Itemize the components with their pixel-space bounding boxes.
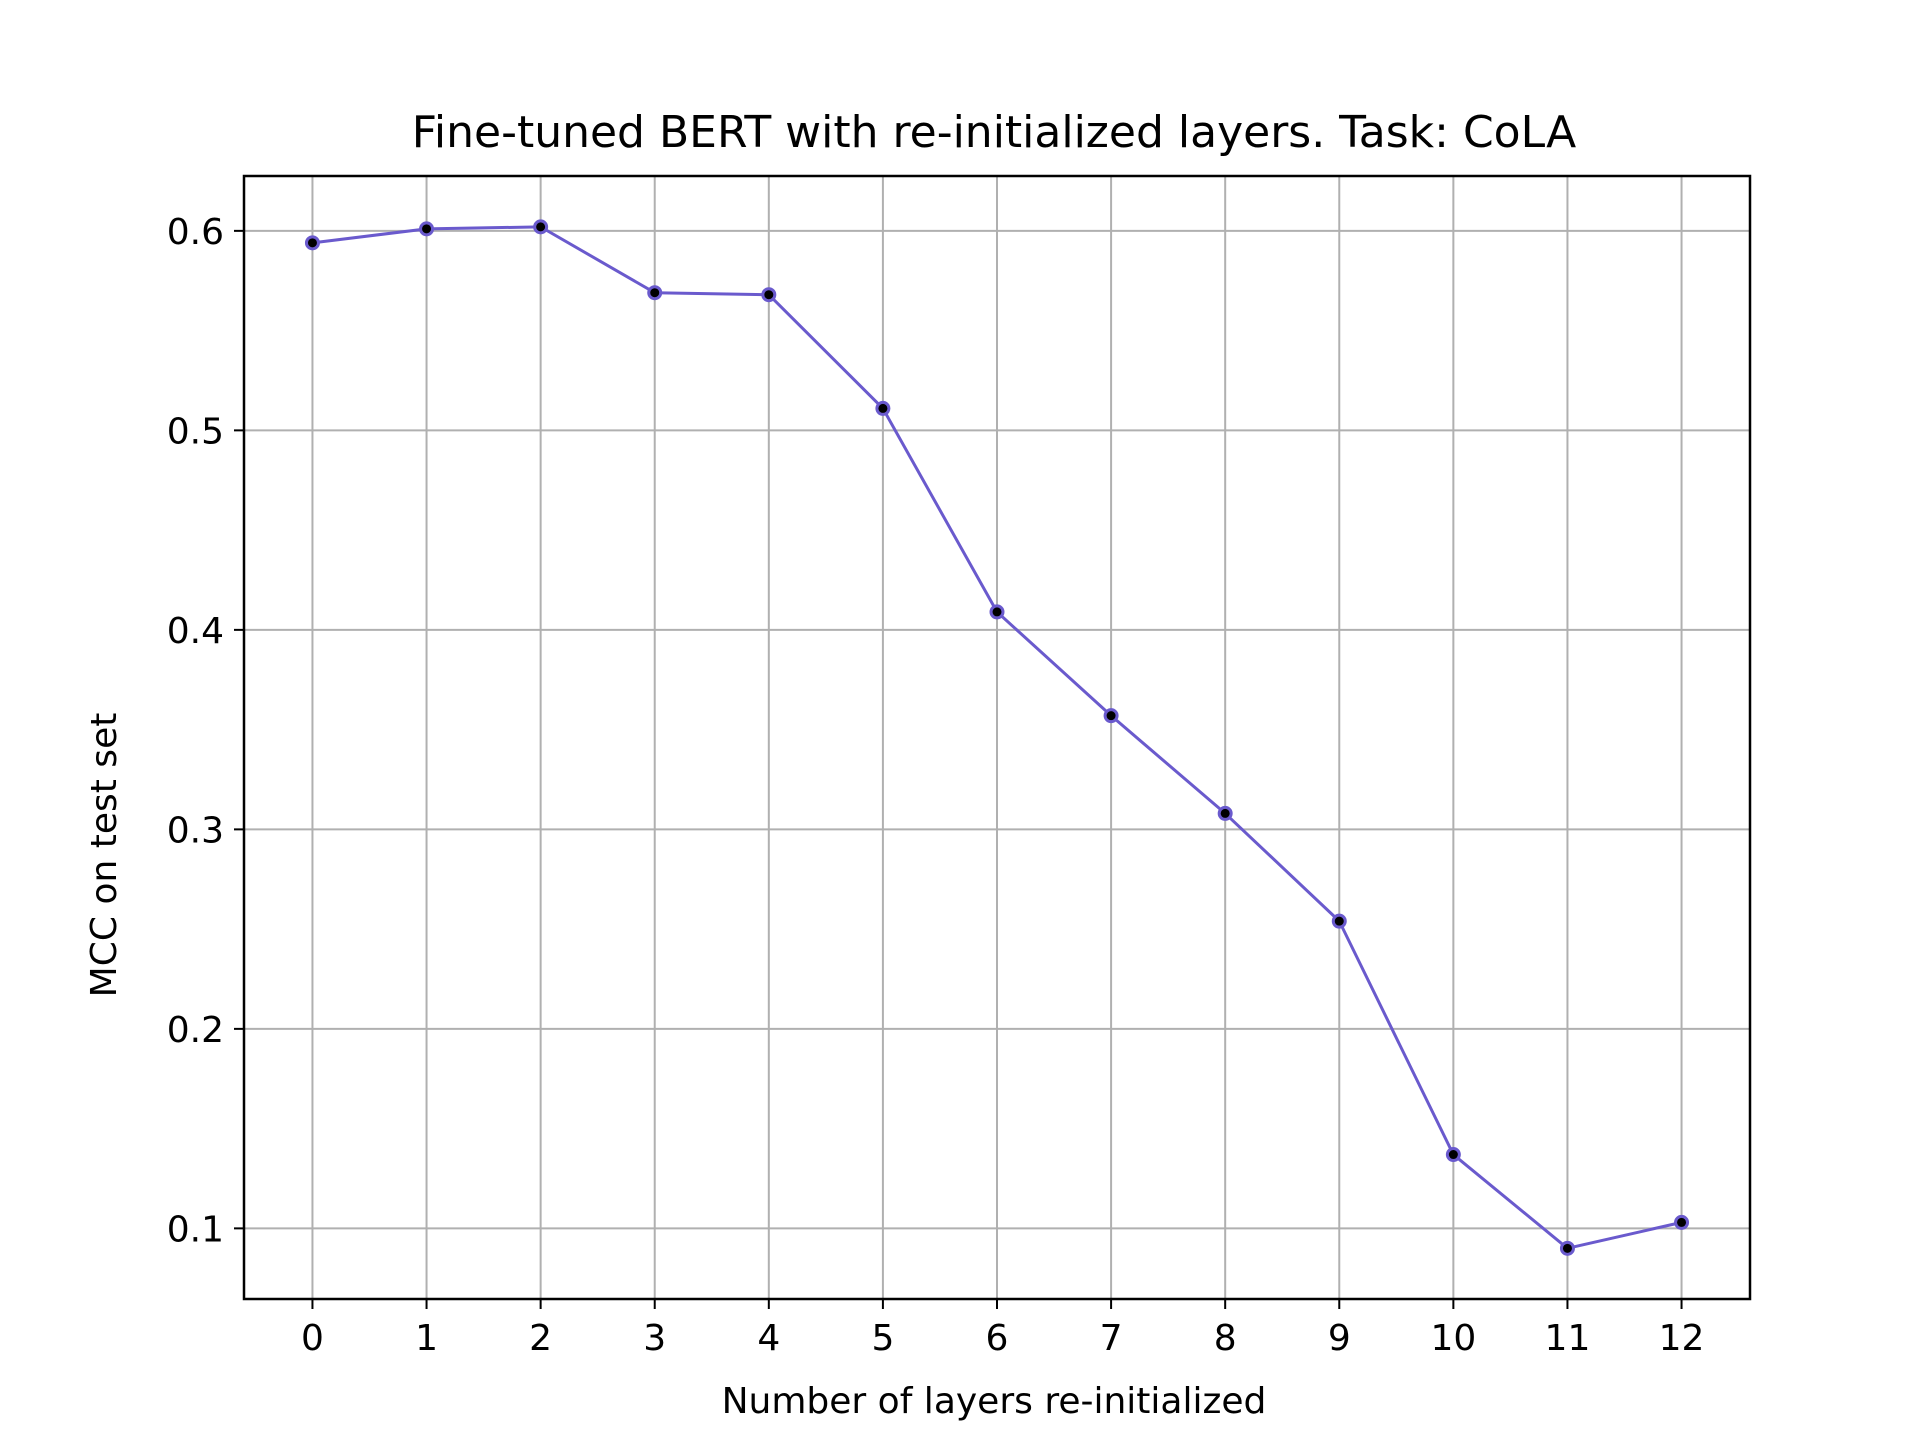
x-axis-label: Number of layers re-initialized — [722, 1381, 1267, 1422]
x-axis-ticks: 0 1 2 3 4 5 6 7 8 9 10 11 12 — [301, 1299, 1704, 1359]
x-tick-label: 2 — [529, 1318, 552, 1359]
x-tick-label: 7 — [1100, 1318, 1123, 1359]
x-tick-label: 4 — [757, 1318, 780, 1359]
x-tick-label: 10 — [1430, 1318, 1476, 1359]
y-tick-label: 0.2 — [167, 1010, 224, 1051]
data-point — [1103, 708, 1119, 724]
data-point — [533, 219, 549, 235]
data-point — [1217, 805, 1233, 821]
y-tick-label: 0.6 — [167, 212, 224, 253]
data-point — [1331, 913, 1347, 929]
y-axis-label: MCC on test set — [84, 713, 125, 998]
x-tick-label: 5 — [871, 1318, 894, 1359]
x-tick-label: 6 — [986, 1318, 1009, 1359]
y-axis-ticks: 0.1 0.2 0.3 0.4 0.5 0.6 — [167, 212, 244, 1250]
data-point — [304, 235, 320, 251]
data-point — [989, 604, 1005, 620]
series-line-group — [304, 219, 1690, 1256]
data-point — [1445, 1147, 1461, 1163]
grid — [244, 176, 1750, 1299]
x-tick-label: 1 — [415, 1318, 438, 1359]
x-tick-label: 9 — [1328, 1318, 1351, 1359]
x-tick-label: 8 — [1214, 1318, 1237, 1359]
data-point — [875, 400, 891, 416]
y-tick-label: 0.3 — [167, 810, 224, 851]
data-point — [647, 285, 663, 301]
y-tick-label: 0.1 — [167, 1209, 224, 1250]
data-point — [1674, 1214, 1690, 1230]
data-point — [1559, 1240, 1575, 1256]
chart-title: Fine-tuned BERT with re-initialized laye… — [412, 107, 1576, 158]
data-point — [761, 287, 777, 303]
x-tick-label: 0 — [301, 1318, 324, 1359]
x-tick-label: 11 — [1545, 1318, 1591, 1359]
data-point — [419, 221, 435, 237]
y-tick-label: 0.5 — [167, 411, 224, 452]
y-tick-label: 0.4 — [167, 611, 224, 652]
x-tick-label: 3 — [643, 1318, 666, 1359]
x-tick-label: 12 — [1659, 1318, 1705, 1359]
